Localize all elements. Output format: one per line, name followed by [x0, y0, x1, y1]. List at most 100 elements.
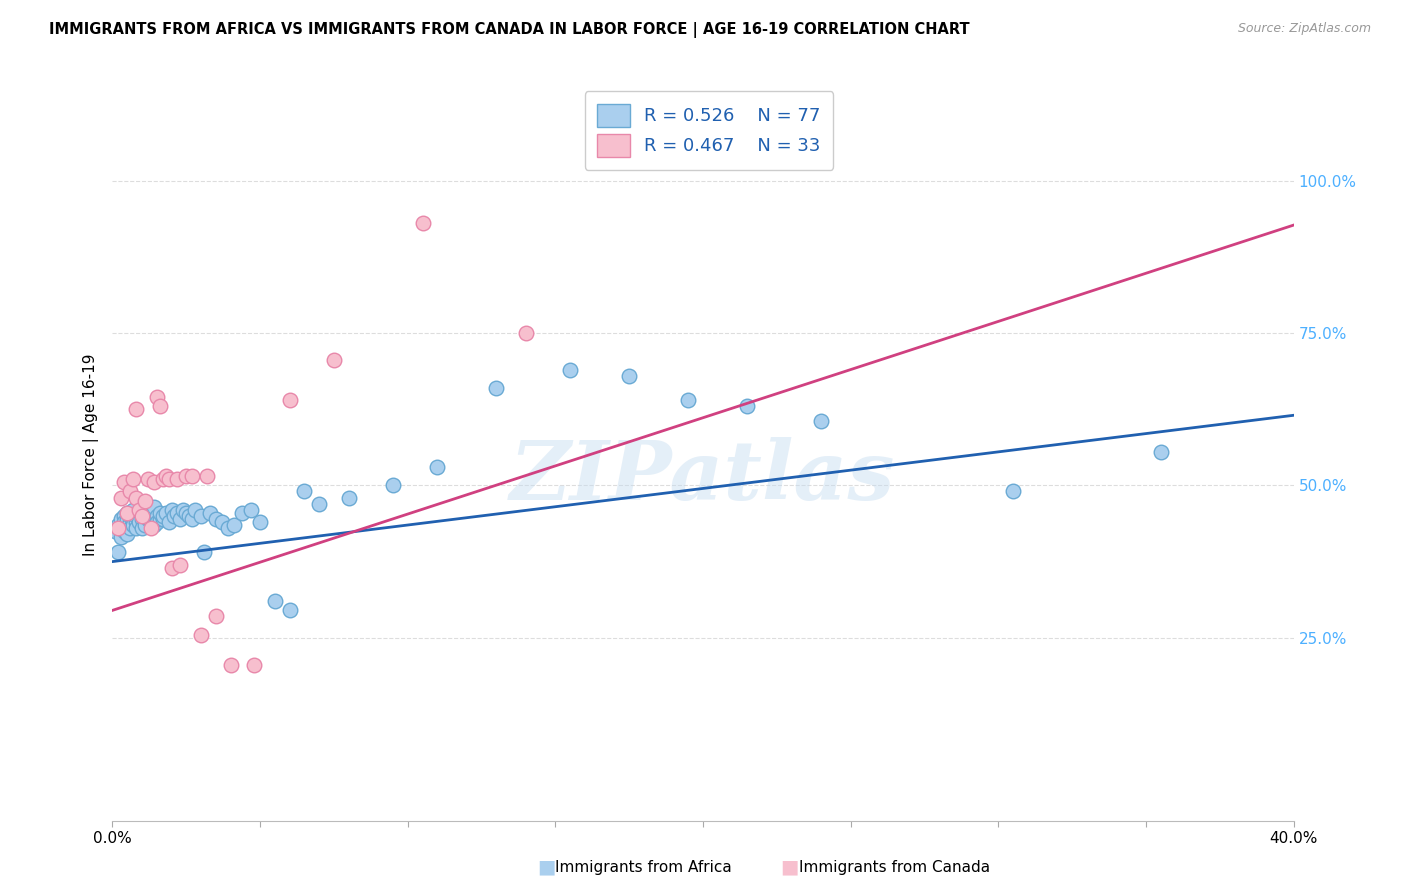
Point [110, 491, 132, 505]
Point [125, 508, 148, 523]
Point [139, 508, 162, 523]
Y-axis label: In Labor Force | Age 16-19: In Labor Force | Age 16-19 [83, 353, 98, 557]
Point [240, 502, 263, 516]
Point [125, 491, 148, 505]
Point [219, 658, 242, 673]
Point [112, 475, 135, 490]
Point [152, 512, 174, 526]
Point [112, 515, 135, 529]
Text: ■: ■ [537, 857, 555, 876]
Point [323, 353, 346, 368]
Point [169, 558, 191, 572]
Point [558, 362, 582, 376]
Legend: R = 0.526    N = 77, R = 0.467    N = 33: R = 0.526 N = 77, R = 0.467 N = 33 [585, 91, 834, 169]
Point [146, 390, 169, 404]
Point [163, 508, 186, 523]
Point [117, 527, 138, 541]
Point [152, 508, 174, 523]
Point [146, 515, 169, 529]
Text: ■: ■ [780, 857, 799, 876]
Point [190, 508, 212, 523]
Point [1001, 484, 1024, 499]
Point [172, 502, 194, 516]
Point [120, 515, 142, 529]
Point [117, 506, 138, 520]
Point [264, 594, 287, 608]
Point [134, 518, 156, 533]
Point [122, 518, 145, 533]
Point [136, 506, 159, 520]
Point [120, 508, 142, 523]
Point [136, 472, 159, 486]
Point [131, 521, 153, 535]
Point [155, 506, 177, 520]
Point [110, 530, 132, 544]
Point [292, 484, 315, 499]
Point [117, 506, 138, 520]
Point [166, 472, 188, 486]
Point [131, 512, 153, 526]
Point [278, 392, 301, 407]
Point [139, 521, 162, 535]
Point [515, 326, 537, 340]
Point [107, 521, 129, 535]
Point [128, 515, 150, 529]
Point [125, 402, 148, 417]
Point [139, 515, 162, 529]
Point [181, 469, 204, 483]
Point [157, 515, 180, 529]
Point [117, 512, 138, 526]
Point [205, 609, 228, 624]
Point [142, 518, 165, 533]
Point [166, 506, 188, 520]
Point [222, 518, 245, 533]
Point [134, 493, 156, 508]
Point [426, 460, 449, 475]
Point [152, 472, 174, 486]
Point [155, 469, 177, 483]
Point [619, 368, 641, 383]
Point [149, 512, 172, 526]
Point [112, 524, 135, 538]
Point [190, 628, 212, 642]
Point [142, 500, 165, 514]
Point [122, 512, 145, 526]
Point [122, 472, 145, 486]
Point [131, 508, 153, 523]
Point [160, 502, 183, 516]
Point [278, 603, 301, 617]
Text: ZIPatlas: ZIPatlas [510, 437, 896, 516]
Point [382, 478, 405, 492]
Point [184, 502, 207, 516]
Text: Immigrants from Africa: Immigrants from Africa [555, 861, 733, 875]
Point [128, 502, 150, 516]
Point [678, 392, 700, 407]
Point [179, 508, 201, 523]
Point [149, 399, 172, 413]
Point [149, 506, 172, 520]
Point [737, 399, 759, 413]
Point [110, 521, 132, 535]
Point [195, 469, 218, 483]
Point [120, 484, 142, 499]
Point [122, 502, 145, 516]
Point [160, 560, 183, 574]
Point [112, 508, 135, 523]
Text: Source: ZipAtlas.com: Source: ZipAtlas.com [1237, 22, 1371, 36]
Point [107, 545, 129, 559]
Point [249, 515, 271, 529]
Point [120, 521, 142, 535]
Point [1150, 445, 1173, 459]
Point [117, 518, 138, 533]
Point [125, 515, 148, 529]
Point [198, 506, 221, 520]
Point [142, 475, 165, 490]
Text: IMMIGRANTS FROM AFRICA VS IMMIGRANTS FROM CANADA IN LABOR FORCE | AGE 16-19 CORR: IMMIGRANTS FROM AFRICA VS IMMIGRANTS FRO… [49, 22, 970, 38]
Point [131, 502, 153, 516]
Point [157, 472, 180, 486]
Point [193, 545, 215, 559]
Point [231, 506, 253, 520]
Point [243, 658, 266, 673]
Point [146, 508, 169, 523]
Point [125, 521, 148, 535]
